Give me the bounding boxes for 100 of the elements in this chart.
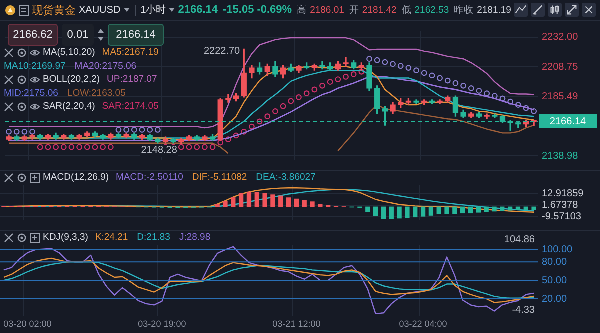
point [116,127,122,133]
point [484,90,490,97]
text: MA10:2169.97 [4,61,66,72]
x-tick-label: 03-20 19:00 [138,319,186,330]
y-tick-label: 50.00 [542,275,568,286]
y-tick-label: 12.91859 [542,188,584,200]
annotation: 2148.28 [141,145,178,156]
candlestick [226,94,232,103]
text: 开 [349,4,360,16]
bar [310,202,315,208]
point [515,102,522,108]
legend-title: MACD(12,26,9) [43,172,109,183]
text: 低 [402,4,412,16]
bar [452,206,458,214]
text: 2166.14 [178,4,218,16]
bar [468,206,474,214]
bar [381,206,386,220]
annotation: MA(5,10,20) [43,47,96,58]
point [335,76,342,82]
point [366,56,372,62]
text: 2181.42 [362,4,397,16]
point [139,127,146,133]
annotation: SAR(2,20,4) [43,101,96,112]
y-tick-label: 2232.00 [542,32,579,44]
annotation: 104.86 [504,234,536,246]
text: XAUUSD [79,4,121,16]
point [68,144,75,150]
point [147,127,154,133]
bar [508,206,513,211]
point [288,98,294,104]
annotation: BOLL(20,2,2) [43,74,100,85]
y-tick-label: 100.00 [542,244,574,256]
point [444,78,451,84]
bar [231,198,236,208]
y-tick-label: -9.57103 [542,212,582,223]
point [374,57,380,64]
point [124,127,130,133]
point [421,70,428,76]
point [390,61,396,68]
point [437,75,443,82]
point [218,140,224,146]
bar [397,206,402,219]
bar [428,206,434,216]
point [233,132,240,139]
point [53,144,59,150]
x-tick-label: 03-20 02:00 [4,319,52,330]
bar [516,206,521,210]
series-label: DIF:-5.11082 [192,172,248,183]
text: 昨收 [454,4,474,16]
series-label: J:28.98 [179,232,211,243]
bar [254,192,260,208]
bar [444,206,450,214]
bar [270,194,276,208]
x-tick-label: 03-21 12:00 [272,319,321,330]
point [154,127,161,133]
text: SAR:2174.05 [102,101,159,112]
text: D:21.83 [137,232,170,243]
y-tick-label: 2208.75 [542,62,579,73]
bar [532,206,536,210]
point [398,63,404,70]
point [468,86,474,92]
y-tick-label: 1.67378 [542,200,579,212]
legend-title: KDJ(9,3,3) [43,232,88,243]
point [343,74,349,80]
point [272,108,278,114]
text: 高 [297,4,308,16]
bar [262,193,268,208]
text: MA5:2167.19 [102,47,159,58]
bar [524,206,528,210]
text: 2162.53 [414,4,450,16]
point [194,144,200,150]
point [406,65,412,71]
annotation: -4.33 [512,304,536,316]
bar [278,196,284,208]
text: LOW:2163.05 [67,88,126,99]
y-tick-label: 20.00 [542,294,568,305]
point [358,68,365,75]
annotation: 2166.14 [108,24,164,46]
point [304,90,310,97]
point [280,103,286,110]
bar [420,206,426,217]
point [452,80,459,86]
y-tick-label: 2138.98 [542,150,579,162]
point [226,136,232,143]
text: UP:2187.07 [107,74,158,85]
bar [246,192,252,208]
point [312,86,318,93]
point [460,82,466,89]
bar [366,206,370,212]
bar [476,206,481,213]
annotation: 2166.62 [8,24,58,46]
bar [405,206,410,218]
point [186,144,192,150]
bar [215,204,220,208]
bar [223,201,228,208]
point [131,127,138,133]
text: MA20:2175.06 [74,61,137,72]
bar [302,200,307,208]
point [178,144,184,150]
point [30,128,36,135]
